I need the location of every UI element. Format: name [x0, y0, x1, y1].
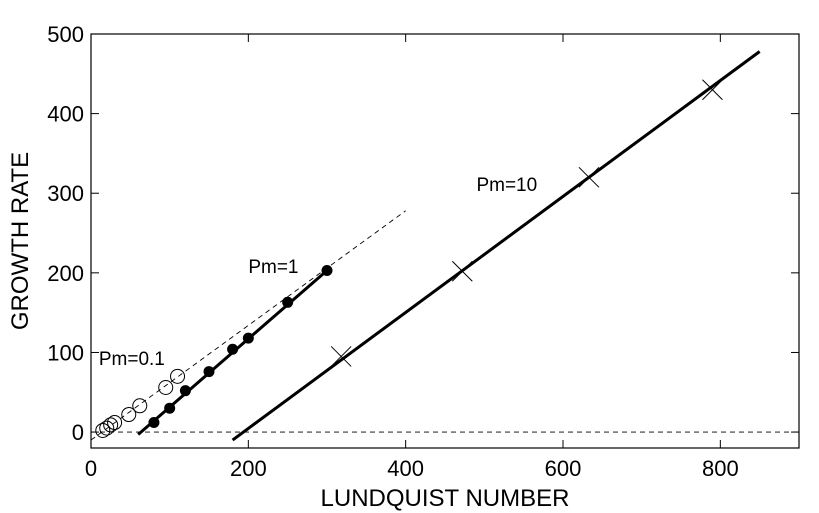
- series-2-point-1: [451, 260, 473, 282]
- series-0-point-6: [158, 379, 174, 395]
- annotation-1: Pm=1: [248, 257, 298, 278]
- series-1-point-3: [203, 366, 215, 378]
- annotation-2: Pm=10: [476, 175, 537, 196]
- series-1-point-5: [242, 332, 254, 344]
- series-2-fit-line: [231, 50, 761, 442]
- series-1-point-1: [164, 402, 176, 414]
- annotation-0: Pm=0.1: [99, 349, 165, 370]
- series-1-point-7: [321, 264, 333, 276]
- plot-frame: [90, 33, 800, 449]
- y-tick-label-0: 0: [72, 420, 84, 445]
- x-tick-label-0: 0: [85, 456, 97, 481]
- series-2-point-2: [578, 166, 600, 188]
- series-0-point-7: [170, 368, 186, 384]
- reference-line-0: [90, 210, 406, 441]
- y-tick-label-3: 300: [47, 181, 84, 206]
- series-0-point-1: [99, 420, 115, 436]
- y-tick-label-5: 500: [47, 22, 84, 47]
- x-tick-label-1: 200: [230, 456, 267, 481]
- y-tick-label-4: 400: [47, 102, 84, 127]
- y-tick-label-2: 200: [47, 261, 84, 286]
- series-1-point-2: [179, 385, 191, 397]
- series-0-point-4: [121, 407, 137, 423]
- series-1-point-0: [148, 417, 160, 429]
- series-0-point-2: [103, 417, 119, 433]
- x-axis-title: LUNDQUIST NUMBER: [321, 485, 570, 512]
- x-tick-label-3: 600: [545, 456, 582, 481]
- series-0-point-0: [95, 422, 111, 438]
- series-0-point-3: [107, 415, 123, 431]
- series-1-point-4: [227, 343, 239, 355]
- series-0-point-5: [132, 398, 148, 414]
- y-axis-title: GROWTH RATE: [7, 152, 34, 330]
- series-2-point-0: [330, 346, 352, 367]
- x-tick-label-4: 800: [702, 456, 739, 481]
- series-1-point-6: [282, 296, 294, 308]
- x-tick-label-2: 400: [387, 456, 424, 481]
- y-tick-label-1: 100: [47, 340, 84, 365]
- series-2-point-3: [702, 79, 723, 101]
